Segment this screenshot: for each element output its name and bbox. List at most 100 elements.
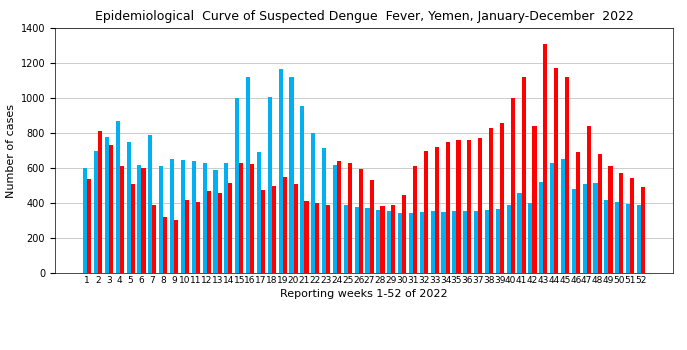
Bar [131, 184, 135, 273]
Bar [431, 211, 435, 273]
Bar [83, 168, 87, 273]
Bar [293, 184, 297, 273]
Bar [300, 106, 304, 273]
Bar [304, 201, 308, 273]
X-axis label: Reporting weeks 1-52 of 2022: Reporting weeks 1-52 of 2022 [280, 289, 448, 299]
Bar [239, 163, 243, 273]
Bar [98, 131, 102, 273]
Bar [550, 163, 554, 273]
Bar [153, 205, 157, 273]
Bar [257, 152, 261, 273]
Bar [218, 193, 222, 273]
Bar [630, 178, 634, 273]
Bar [203, 163, 207, 273]
Bar [392, 205, 396, 273]
Bar [478, 138, 482, 273]
Bar [467, 140, 471, 273]
Bar [594, 183, 598, 273]
Bar [348, 163, 352, 273]
Bar [109, 145, 113, 273]
Bar [641, 187, 645, 273]
Bar [561, 159, 565, 273]
Bar [344, 205, 348, 273]
Bar [554, 68, 559, 273]
Bar [214, 170, 218, 273]
Bar [337, 161, 341, 273]
Bar [333, 164, 337, 273]
Bar [250, 164, 254, 273]
Bar [435, 147, 439, 273]
Bar [442, 212, 446, 273]
Bar [207, 191, 211, 273]
Bar [543, 44, 548, 273]
Bar [463, 211, 467, 273]
Bar [326, 205, 330, 273]
Bar [446, 142, 450, 273]
Bar [609, 166, 613, 273]
Bar [142, 168, 146, 273]
Bar [235, 98, 239, 273]
Bar [196, 202, 200, 273]
Bar [224, 163, 228, 273]
Bar [354, 206, 359, 273]
Bar [489, 128, 493, 273]
Bar [159, 166, 164, 273]
Bar [192, 161, 196, 273]
Bar [246, 77, 250, 273]
Bar [115, 121, 120, 273]
Bar [87, 179, 91, 273]
Bar [626, 204, 630, 273]
Bar [528, 203, 532, 273]
Bar [500, 122, 504, 273]
Bar [456, 140, 460, 273]
Bar [261, 190, 265, 273]
Bar [587, 126, 591, 273]
Bar [282, 177, 286, 273]
Bar [485, 210, 489, 273]
Bar [565, 77, 569, 273]
Bar [170, 159, 174, 273]
Bar [289, 77, 293, 273]
Bar [228, 183, 232, 273]
Bar [185, 200, 189, 273]
Bar [637, 205, 641, 273]
Bar [126, 142, 131, 273]
Bar [120, 166, 124, 273]
Bar [148, 135, 153, 273]
Bar [181, 160, 185, 273]
Bar [413, 166, 417, 273]
Bar [311, 133, 315, 273]
Bar [402, 195, 406, 273]
Bar [365, 208, 370, 273]
Bar [94, 150, 98, 273]
Bar [174, 220, 178, 273]
Bar [619, 173, 623, 273]
Bar [521, 77, 526, 273]
Bar [598, 154, 602, 273]
Bar [420, 212, 424, 273]
Bar [381, 206, 385, 273]
Bar [272, 186, 276, 273]
Bar [532, 126, 537, 273]
Bar [583, 184, 587, 273]
Y-axis label: Number of cases: Number of cases [6, 104, 16, 197]
Bar [376, 210, 381, 273]
Bar [539, 182, 543, 273]
Bar [506, 205, 510, 273]
Bar [615, 202, 619, 273]
Bar [409, 213, 413, 273]
Bar [572, 189, 576, 273]
Bar [517, 193, 521, 273]
Bar [398, 213, 402, 273]
Bar [137, 164, 142, 273]
Bar [164, 217, 168, 273]
Bar [510, 98, 515, 273]
Bar [496, 209, 500, 273]
Bar [322, 148, 326, 273]
Bar [605, 200, 609, 273]
Bar [576, 152, 580, 273]
Bar [278, 69, 282, 273]
Bar [359, 169, 363, 273]
Bar [474, 211, 478, 273]
Title: Epidemiological  Curve of Suspected Dengue  Fever, Yemen, January-December  2022: Epidemiological Curve of Suspected Dengu… [95, 10, 633, 23]
